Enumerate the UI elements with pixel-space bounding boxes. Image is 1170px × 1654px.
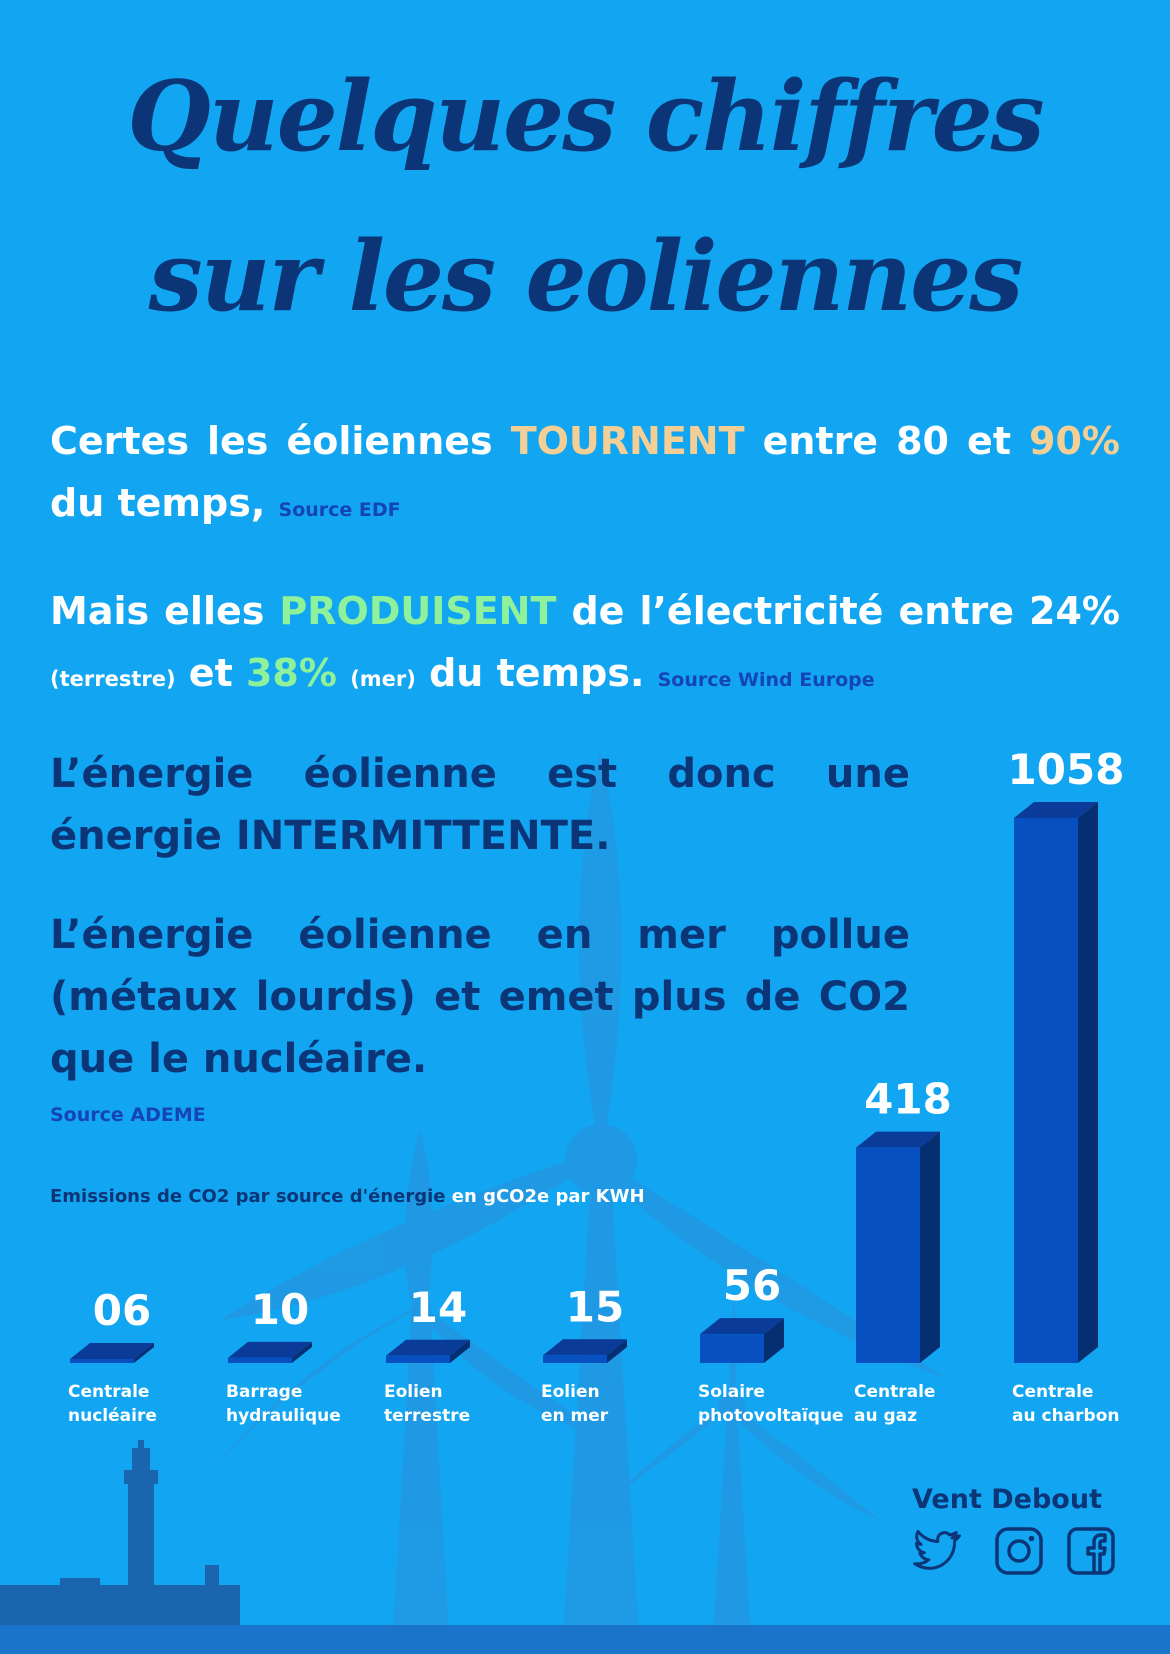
chart-title-main: Emissions de CO2 par source d'énergie	[50, 1186, 446, 1207]
page-title-line1: Quelques chiffres	[127, 60, 1044, 173]
text-segment: Certes les éoliennes	[50, 419, 511, 463]
bar-top	[856, 1131, 940, 1148]
text-segment: Mais elles	[50, 589, 280, 633]
bar-side	[292, 1341, 312, 1363]
category-label: Barrage	[226, 1382, 302, 1402]
bar-side	[607, 1339, 627, 1363]
highlight-produisent: PRODUISENT	[279, 589, 557, 633]
category-label: nucléaire	[68, 1406, 157, 1426]
text-segment: et	[175, 651, 246, 695]
bar	[856, 1147, 920, 1363]
bar-top	[700, 1318, 784, 1335]
bar	[386, 1355, 450, 1363]
highlight-90-percent: 90%	[1029, 419, 1120, 463]
data-label: 418	[864, 1075, 952, 1124]
note-terrestre: (terrestre)	[50, 667, 176, 691]
chart-title: Emissions de CO2 par source d'énergie en…	[50, 1186, 645, 1207]
bar-side	[920, 1131, 940, 1363]
bar-side	[134, 1343, 154, 1363]
bar-side	[764, 1318, 784, 1363]
source-ademe: Source ADEME	[50, 1104, 206, 1126]
bar-top	[228, 1341, 312, 1358]
brand-name: Vent Debout	[912, 1484, 1102, 1515]
bar-top	[386, 1339, 470, 1356]
bar	[70, 1359, 134, 1363]
category-label: Centrale	[68, 1382, 149, 1402]
category-label: au charbon	[1012, 1406, 1119, 1426]
bar	[700, 1334, 764, 1363]
bar-top	[543, 1339, 627, 1356]
bar-top	[70, 1343, 154, 1359]
data-label: 06	[93, 1286, 151, 1335]
source-wind-europe: Source Wind Europe	[657, 669, 875, 691]
ground-band	[0, 1625, 1170, 1654]
text-segment: du temps,	[50, 481, 266, 525]
data-label: 15	[566, 1282, 624, 1331]
bar	[228, 1357, 292, 1363]
text-segment: entre 80 et	[744, 419, 1030, 463]
paragraph-produisent: Mais elles PRODUISENT de l’électricité e…	[50, 580, 1120, 711]
facebook-icon[interactable]	[1066, 1526, 1116, 1576]
value-24-percent: 24%	[1029, 589, 1121, 633]
category-label: en mer	[541, 1406, 609, 1426]
chart-title-unit: en gCO2e par KWH	[451, 1186, 645, 1207]
category-label: Solaire	[698, 1382, 765, 1402]
bar	[1014, 818, 1078, 1363]
text-segment: de l’électricité entre	[556, 589, 1030, 633]
data-label: 56	[723, 1261, 781, 1310]
category-label: Centrale	[854, 1382, 935, 1402]
data-label: 14	[409, 1283, 467, 1332]
paragraph-pollution: L’énergie éolienne en mer pollue (métaux…	[50, 912, 910, 1082]
category-label: hydraulique	[226, 1406, 341, 1426]
twitter-icon[interactable]	[912, 1526, 962, 1576]
text-segment: du temps.	[415, 651, 645, 695]
category-label: Eolien	[384, 1382, 443, 1402]
instagram-icon[interactable]	[994, 1526, 1044, 1576]
data-label: 10	[251, 1285, 309, 1334]
bar-side	[450, 1339, 470, 1363]
bar-side	[1078, 802, 1098, 1363]
highlight-tournent: TOURNENT	[510, 419, 745, 463]
category-label: au gaz	[854, 1406, 917, 1426]
bar	[543, 1355, 607, 1363]
paragraph-intermittente: L’énergie éolienne est donc une énergie …	[50, 751, 910, 859]
source-edf: Source EDF	[278, 499, 401, 521]
category-label: photovoltaïque	[698, 1406, 844, 1426]
paragraph-tournent: Certes les éoliennes TOURNENT entre 80 e…	[50, 410, 1120, 541]
bar-top	[1014, 802, 1098, 818]
category-label: Centrale	[1012, 1382, 1093, 1402]
note-mer: (mer)	[350, 667, 416, 691]
page-title-line2: sur les eoliennes	[148, 220, 1024, 333]
data-label: 1058	[1008, 745, 1125, 794]
category-label: Eolien	[541, 1382, 600, 1402]
category-label: terrestre	[384, 1406, 470, 1426]
highlight-38-percent: 38%	[245, 651, 337, 695]
